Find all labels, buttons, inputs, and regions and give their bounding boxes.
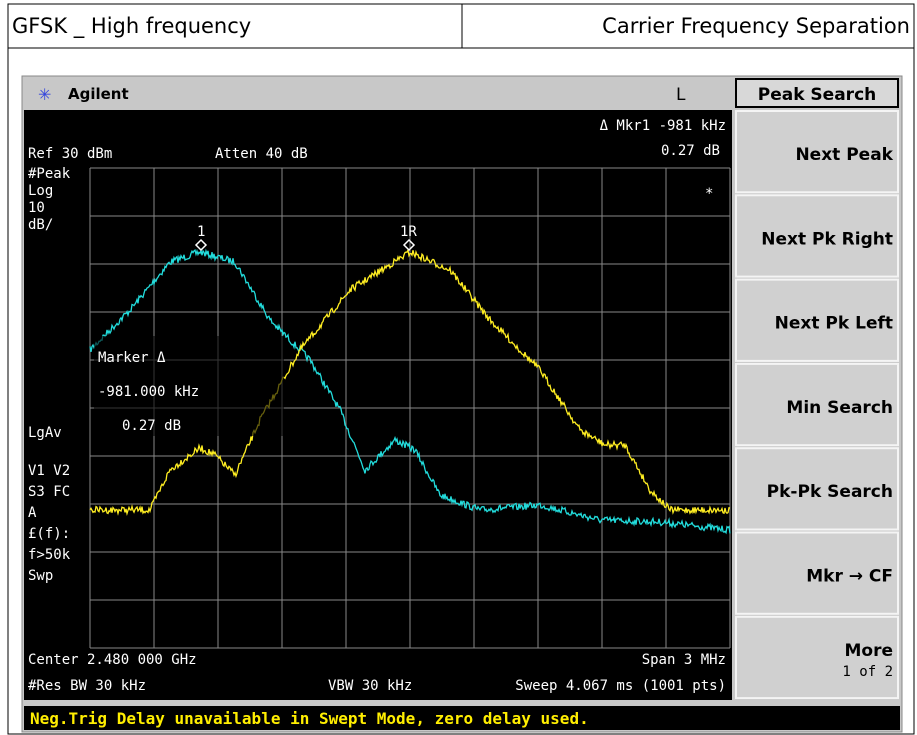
left-label: Log xyxy=(28,183,53,199)
left-label: A xyxy=(28,505,37,521)
softkey[interactable] xyxy=(735,615,899,700)
softkey[interactable] xyxy=(735,194,899,278)
trace xyxy=(89,248,731,517)
left-label: V1 V2 xyxy=(28,463,70,479)
status-bar xyxy=(24,706,900,730)
softkey[interactable] xyxy=(735,110,899,194)
peak-marker xyxy=(194,238,208,252)
softkey-label: Pk-Pk Search xyxy=(767,482,893,502)
sweep: Sweep 4.067 ms (1001 pts) xyxy=(515,678,726,694)
marker-box-line: -981.000 kHz xyxy=(98,384,199,400)
left-label: #Peak xyxy=(28,166,71,182)
left-label: £(f): xyxy=(28,526,70,542)
mode: L xyxy=(676,85,686,105)
left-label: Swp xyxy=(28,568,53,584)
brand: Agilent xyxy=(68,85,129,103)
marker-readout: Δ Mkr1 -981 kHz xyxy=(600,118,726,134)
trace xyxy=(89,248,731,535)
left-label: S3 FC xyxy=(28,484,70,500)
marker-box-line: 0.27 dB xyxy=(122,418,181,434)
softkey-label: Next Peak xyxy=(795,145,893,165)
softkey-label: Next Pk Right xyxy=(761,229,893,249)
span: Span 3 MHz xyxy=(642,652,726,668)
center-freq: Center 2.480 000 GHz xyxy=(28,652,197,668)
softkey-label: Next Pk Left xyxy=(775,314,893,334)
softkey-sub: 1 of 2 xyxy=(842,664,893,680)
menu-title-box xyxy=(735,78,899,108)
star: * xyxy=(705,186,713,202)
softkey[interactable] xyxy=(735,531,899,615)
softkey[interactable] xyxy=(735,362,899,447)
left-label: f>50k xyxy=(28,547,71,563)
lgav: LgAv xyxy=(28,425,62,441)
header-right: Carrier Frequency Separation xyxy=(602,14,910,38)
softkey-label: Min Search xyxy=(786,398,893,418)
attenuation: Atten 40 dB xyxy=(215,146,308,162)
softkey[interactable] xyxy=(735,447,899,531)
left-label: dB/ xyxy=(28,217,53,233)
marker-box xyxy=(94,336,284,436)
peak-marker xyxy=(402,238,416,252)
marker-label: 1 xyxy=(197,224,205,240)
ref-level: Ref 30 dBm xyxy=(28,146,112,162)
status-text: Neg.Trig Delay unavailable in Swept Mode… xyxy=(30,709,589,728)
vbw: VBW 30 kHz xyxy=(328,678,412,694)
marker-label: 1R xyxy=(400,224,417,240)
traces xyxy=(89,238,731,535)
marker-delta: 0.27 dB xyxy=(661,143,720,159)
softkey-label: More xyxy=(844,641,893,661)
header-left: GFSK _ High frequency xyxy=(12,14,251,39)
res-bw: #Res BW 30 kHz xyxy=(28,678,146,694)
marker-box-line: Marker Δ xyxy=(98,350,166,366)
logo: ✳ xyxy=(38,85,51,104)
softkey[interactable] xyxy=(735,278,899,362)
menu-title: Peak Search xyxy=(758,85,877,105)
left-label: 10 xyxy=(28,200,45,216)
softkey-label: Mkr → CF xyxy=(806,567,893,587)
